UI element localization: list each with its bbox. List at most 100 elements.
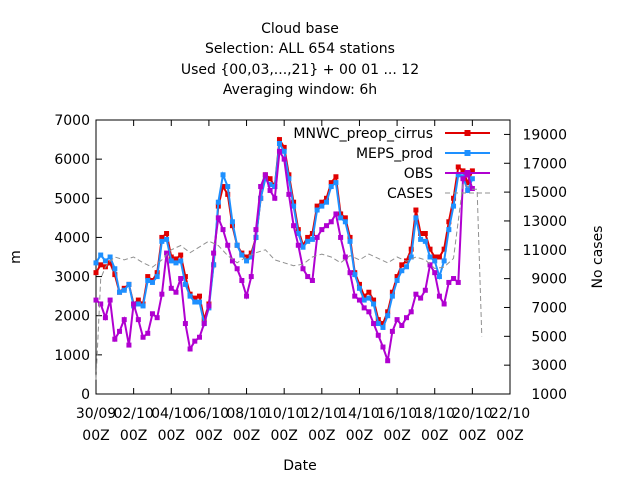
data-point [418,295,424,301]
data-point [248,254,254,260]
data-point [164,231,170,237]
data-point [422,238,428,244]
data-point [107,260,113,266]
data-point [149,311,155,317]
data-point [187,346,193,352]
y-tick-label: 6000 [54,152,90,168]
data-point [356,297,362,303]
data-point [404,315,409,321]
x-tick-label-hour: 00Z [120,428,147,444]
data-point [389,289,395,295]
x-tick-label-hour: 00Z [195,428,222,444]
data-point [432,258,438,264]
data-point [408,254,414,260]
data-point [385,313,391,319]
data-point [347,270,353,276]
data-point [427,246,433,252]
chart-subtitle-selection: Selection: ALL 654 stations [205,41,395,57]
data-point [220,172,226,178]
y-tick-label: 7000 [54,113,90,129]
data-point [460,168,466,174]
x-tick-label-hour: 00Z [82,428,109,444]
data-point [324,195,330,201]
data-point [93,297,99,303]
data-point [112,266,118,272]
data-point [276,140,282,146]
data-point [272,195,278,201]
data-point [244,258,250,264]
legend-swatch-marker [464,170,471,176]
data-point [267,176,273,182]
y2-tick-label: 11000 [522,243,567,259]
data-point [145,330,151,336]
data-point [295,242,301,248]
y-axis-label: m [8,250,24,264]
data-point [215,199,221,205]
y2-tick-label: 5000 [531,329,567,345]
data-point [436,254,442,260]
x-tick-label-hour: 00Z [496,428,523,444]
data-point [229,258,235,264]
x-tick-label-hour: 00Z [270,428,297,444]
data-point [422,287,428,293]
data-point [281,144,287,150]
data-point [126,342,132,348]
data-point [258,195,264,201]
x-tick-label-date: 30/09 [76,406,116,422]
data-point [338,234,344,240]
data-point [201,321,207,327]
chart-subtitle-averaging: Averaging window: 6h [223,82,377,98]
data-point [197,293,202,299]
data-point [352,272,358,278]
y2-axis-label: No cases [590,226,606,289]
data-point [121,287,127,293]
data-point [366,309,372,315]
y2-tick-label: 9000 [531,272,567,288]
y-tick-label: 0 [81,387,90,403]
data-point [192,295,198,301]
data-point [446,227,452,233]
x-tick-label-hour: 00Z [308,428,335,444]
data-point [385,358,391,364]
y-tick-label: 2000 [54,309,90,325]
data-point [168,258,174,264]
data-point [300,266,306,272]
data-point [427,254,433,260]
data-point [117,289,123,295]
data-point [314,203,320,209]
data-point [408,309,414,315]
data-point [225,191,231,197]
y2-tick-label: 7000 [531,300,567,316]
data-point [291,223,297,229]
data-point [149,279,155,285]
data-point [338,215,344,221]
data-point [342,219,348,225]
x-tick-label-date: 14/10 [339,406,379,422]
x-tick-label-date: 10/10 [264,406,304,422]
data-point [112,272,118,278]
data-point [328,219,334,225]
data-point [192,338,198,344]
data-point [182,281,188,287]
data-point [145,277,151,283]
data-point [319,227,325,233]
data-point [380,321,386,327]
data-point [107,254,113,260]
data-point [413,215,419,221]
data-point [300,244,306,250]
data-point [197,334,202,340]
data-point [267,182,273,188]
data-point [159,238,165,244]
data-point [319,203,325,209]
data-point [295,231,301,237]
data-point [451,195,457,201]
data-point [371,301,377,307]
data-point [319,199,325,205]
legend-swatch-marker [464,130,471,136]
x-tick-label-hour: 00Z [421,428,448,444]
x-tick-label-date: 04/10 [151,406,191,422]
data-point [371,297,377,303]
data-point [276,148,282,154]
data-point [121,317,127,323]
data-point [446,279,452,285]
